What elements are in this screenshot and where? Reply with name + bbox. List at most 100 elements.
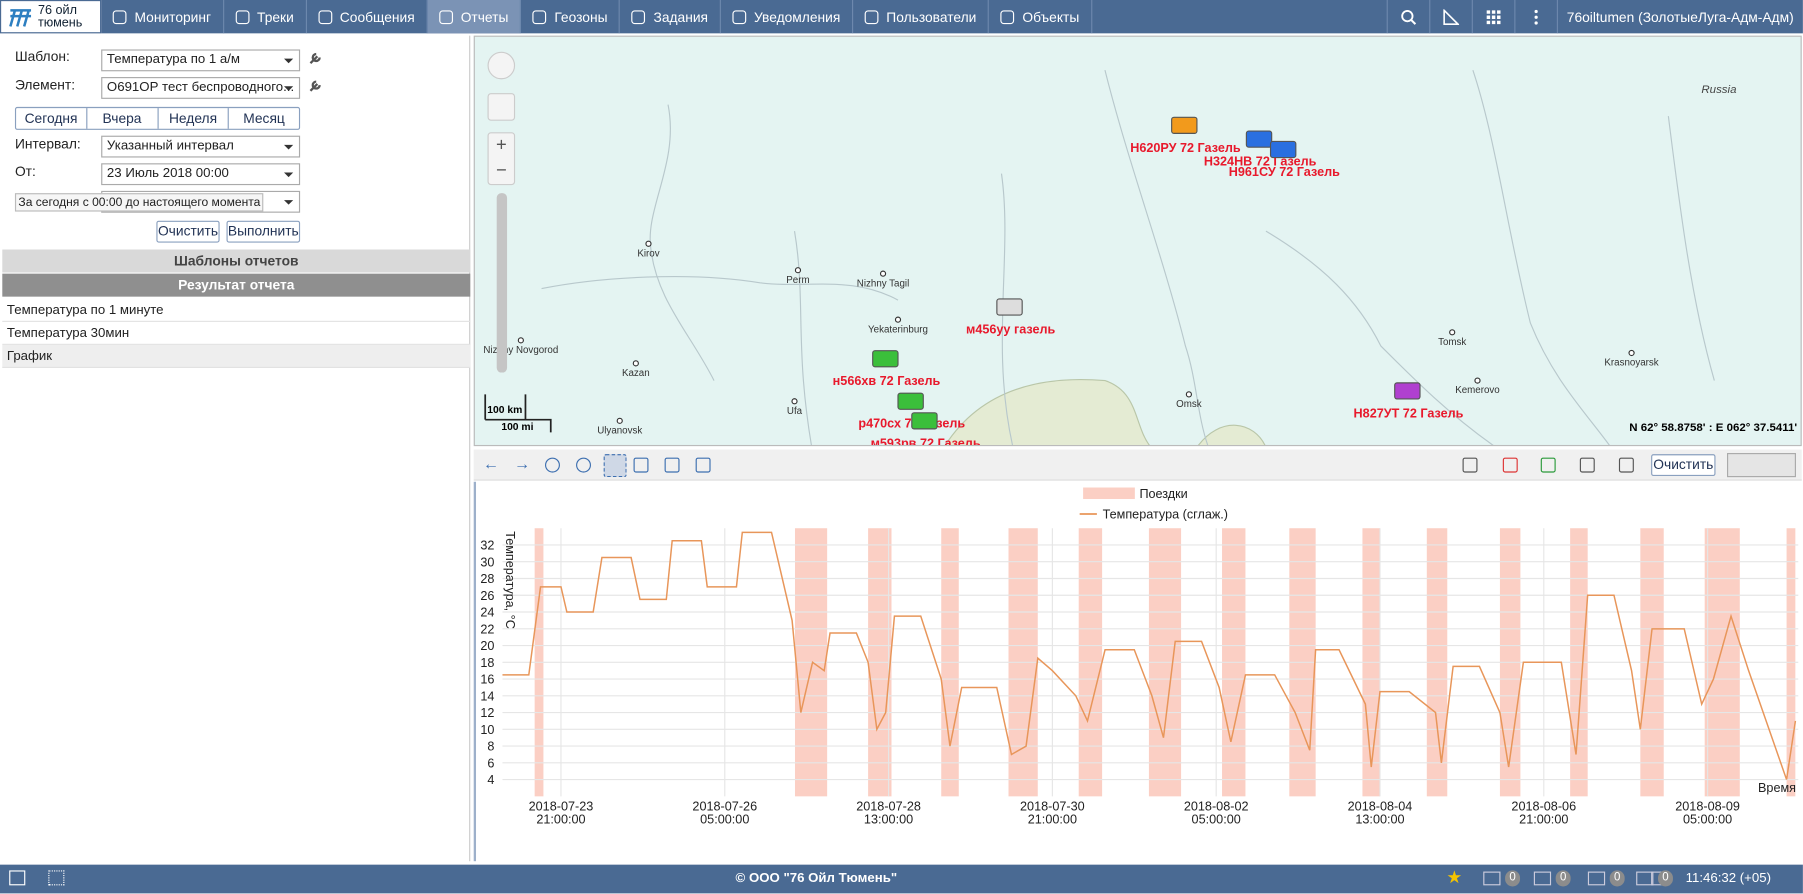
section-header[interactable]: Результат отчета <box>2 273 471 297</box>
nav-item[interactable]: Мониторинг <box>101 0 224 34</box>
x-tick-label: 2018-07-26 05:00:00 <box>692 800 758 827</box>
list-button[interactable] <box>695 457 711 473</box>
chart: 4 6 8 10 12 14 16 18 20 22 24 26 28 30 32 Температура, … <box>480 487 1799 797</box>
nav-icon <box>438 9 453 24</box>
vehicle-label[interactable]: Н961СУ 72 Газель <box>1229 165 1340 179</box>
vehicle-icon[interactable] <box>996 298 1023 316</box>
vehicle-icon[interactable] <box>1269 140 1297 159</box>
zoom-in-button[interactable] <box>545 457 560 473</box>
search-button[interactable] <box>1386 0 1429 34</box>
nav-item[interactable]: Уведомления <box>721 0 853 34</box>
clear-button[interactable]: Очистить <box>156 220 220 243</box>
excel-button[interactable] <box>1540 457 1556 473</box>
layers-button[interactable] <box>487 93 516 121</box>
from-input[interactable]: 23 Июль 2018 00:00 <box>101 163 301 186</box>
logo-mark <box>9 8 32 27</box>
vehicle-icon[interactable] <box>1394 382 1421 400</box>
apps-button[interactable] <box>1471 0 1514 34</box>
nav-icon <box>112 9 127 24</box>
vehicle-label[interactable]: м456уу газель <box>966 322 1056 336</box>
period-button[interactable]: Сегодня <box>24 110 78 127</box>
vehicle-label[interactable]: н566хв 72 Газель <box>833 374 941 388</box>
nav-icon <box>1000 9 1015 24</box>
counter-icon[interactable] <box>1587 871 1606 886</box>
nav-item[interactable]: Пользователи <box>853 0 990 34</box>
city-label: Ufa <box>787 406 803 417</box>
map[interactable]: Russia Kirov Perm Nizhny Tagil Yekaterinburg… <box>473 35 1802 447</box>
visibility-button[interactable] <box>487 51 516 80</box>
zoom-slider[interactable] <box>496 193 508 373</box>
menu-button[interactable] <box>1513 0 1557 34</box>
pdf-button[interactable] <box>1502 457 1518 473</box>
export-button[interactable] <box>1579 457 1595 473</box>
y-tick-label: 22 <box>480 622 494 636</box>
chart-clear-button[interactable]: Очистить <box>1651 454 1716 477</box>
select-zoom-button[interactable] <box>603 454 627 478</box>
template-select[interactable]: Температура по 1 а/м <box>101 49 301 72</box>
measure-button[interactable] <box>1428 0 1472 34</box>
fit-button[interactable] <box>664 457 680 473</box>
counter-icon[interactable] <box>1636 871 1654 886</box>
report-button[interactable] <box>1462 457 1478 473</box>
interval-select[interactable]: Указанный интервал <box>101 135 301 158</box>
run-button[interactable]: Выполнить <box>226 220 301 243</box>
nav-item[interactable]: Сообщения <box>306 0 428 34</box>
vehicle-label[interactable]: м593рв 72 Газель <box>871 436 981 446</box>
nav-item[interactable]: Треки <box>224 0 307 34</box>
user-name[interactable]: 76oiltumen (ЗолотыеЛуга-Адм-Адм) <box>1556 0 1802 34</box>
city-dot <box>517 337 524 344</box>
land-area <box>944 378 1266 445</box>
city-label: Krasnoyarsk <box>1604 358 1658 369</box>
city-label: Nizhny Novgorod <box>483 345 558 356</box>
vehicle-icon[interactable] <box>872 350 899 368</box>
vehicle-icon[interactable] <box>1171 116 1198 134</box>
x-zoom-button[interactable] <box>633 457 649 473</box>
period-button[interactable]: Неделя <box>156 108 228 129</box>
y-tick-label: 26 <box>480 589 494 603</box>
vehicle-icon[interactable] <box>897 392 924 410</box>
label: Элемент: <box>14 77 76 94</box>
result-item[interactable]: Температура 30мин <box>2 322 471 345</box>
x-tick-label: 2018-08-04 13:00:00 <box>1347 800 1413 827</box>
print-button[interactable] <box>1618 457 1634 473</box>
vehicle-icon[interactable] <box>911 412 938 430</box>
view-toggle[interactable] <box>1726 453 1796 478</box>
nav-item[interactable]: Объекты <box>989 0 1092 34</box>
result-item[interactable]: График <box>2 344 471 368</box>
vehicle-label[interactable]: Н620РУ 72 Газель <box>1130 141 1241 155</box>
zoom-buttons[interactable]: + − <box>487 132 516 186</box>
panel-toggle[interactable] <box>9 870 26 886</box>
period-button[interactable]: Вчера <box>85 108 157 129</box>
nav-label: Геозоны <box>554 8 608 25</box>
city-label: Yekaterinburg <box>868 324 928 335</box>
result-item[interactable]: Температура по 1 минуте <box>2 299 471 322</box>
nav-icon <box>317 9 332 24</box>
label: Интервал: <box>14 135 81 152</box>
legend-label: Поездки <box>1139 487 1187 501</box>
zoom-out-button[interactable] <box>576 457 591 473</box>
counter-badge: 0 <box>1555 870 1571 887</box>
counter-icon[interactable] <box>1533 871 1552 886</box>
element-select[interactable]: О691ОР тест беспроводного... <box>101 77 301 99</box>
period-button[interactable]: Месяц <box>227 108 299 129</box>
favorites[interactable]: ★ <box>1446 868 1462 888</box>
nav-icon <box>532 9 547 24</box>
city-label: Tomsk <box>1438 337 1466 348</box>
grid-toggle[interactable] <box>48 870 65 886</box>
x-axis-label: Время <box>1758 781 1796 795</box>
counter-icon[interactable] <box>1483 871 1501 886</box>
forward-button[interactable]: → <box>513 454 531 473</box>
nav-label: Треки <box>257 8 294 25</box>
logo[interactable]: 76 ойл тюмень <box>0 0 102 34</box>
city-label: Omsk <box>1176 399 1202 410</box>
nav-item[interactable]: Отчеты <box>427 0 522 34</box>
nav-items: Мониторинг Треки Сообщения Отчеты Геозоны Зад… <box>101 0 1092 34</box>
section-header[interactable]: Шаблоны отчетов <box>2 249 471 273</box>
back-button[interactable]: ← <box>482 454 500 473</box>
nav-item[interactable]: Задания <box>620 0 721 34</box>
city-dot <box>645 240 652 247</box>
vehicle-label[interactable]: Н827УТ 72 Газель <box>1354 406 1464 420</box>
y-tick-label: 8 <box>487 740 494 754</box>
vehicle-icon[interactable] <box>1245 130 1273 148</box>
nav-item[interactable]: Геозоны <box>521 0 621 34</box>
